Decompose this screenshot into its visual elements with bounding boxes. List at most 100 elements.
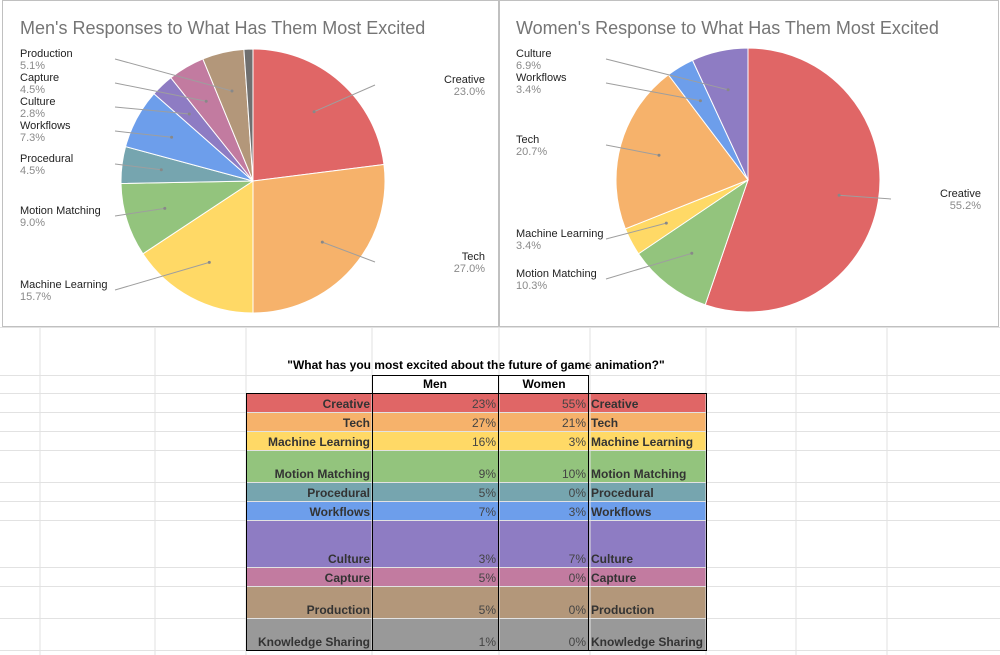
women-value: 10% (561, 467, 586, 481)
women-label-creative: Creative (940, 188, 981, 200)
women-leader-machine-learning (605, 222, 667, 240)
men-pct-production: 5.1% (20, 60, 45, 72)
header-men: Men (423, 377, 447, 391)
women-value: 55% (561, 397, 586, 411)
men-leader-production (114, 58, 233, 92)
men-leader-dot-machine-learning (207, 260, 211, 264)
women-chart-title: Women's Response to What Has Them Most E… (516, 18, 939, 38)
men-leader-motion-matching (114, 207, 165, 217)
table-row: Motion Matching 9% 10% Motion Matching (246, 450, 706, 482)
women-value: 7% (568, 552, 586, 566)
men-label-production: Production (20, 48, 73, 60)
row-label: Workflows (309, 505, 370, 519)
men-leader-dot-procedural (159, 168, 163, 172)
men-pct-culture: 2.8% (20, 108, 45, 120)
women-value: 21% (561, 416, 586, 430)
women-leader-creative (839, 194, 892, 200)
women-leader-tech (605, 144, 660, 156)
men-leader-tech (322, 241, 376, 263)
women-pct-motion-matching: 10.3% (516, 280, 547, 292)
men-label-culture: Culture (20, 96, 55, 108)
table-row: Machine Learning 16% 3% Machine Learning (246, 431, 706, 450)
men-label-motion-matching: Motion Matching (20, 205, 101, 217)
women-leader-workflows (605, 82, 701, 102)
men-leader-workflows (114, 130, 172, 138)
men-value: 3% (478, 552, 496, 566)
men-slice-machine-learning (142, 180, 254, 314)
women-pct-tech: 20.7% (516, 146, 547, 158)
men-value: 5% (478, 603, 496, 617)
women-label-tech: Tech (516, 134, 539, 146)
women-value: 0% (568, 486, 586, 500)
men-leader-creative (313, 84, 376, 113)
table-row: Tech 27% 21% Tech (246, 412, 706, 431)
men-slices (120, 48, 386, 314)
women-pct-creative: 55.2% (950, 200, 981, 212)
table-row: Procedural 5% 0% Procedural (246, 482, 706, 501)
men-leader-dot-production (230, 89, 234, 93)
men-pct-machine-learning: 15.7% (20, 291, 51, 303)
women-leader-dot-creative (837, 193, 841, 197)
women-leader-dot-machine-learning (664, 221, 668, 225)
women-value: 0% (568, 635, 586, 649)
table-row: Culture 3% 7% Culture (246, 520, 706, 567)
men-label-capture: Capture (20, 72, 59, 84)
women-leader-dot-motion-matching (690, 251, 694, 255)
women-label-motion-matching: Motion Matching (516, 268, 597, 280)
men-leader-capture (114, 82, 207, 102)
men-slice-tech (252, 163, 386, 314)
women-leader-motion-matching (605, 252, 692, 280)
women-label-machine-learning: Machine Learning (516, 228, 603, 240)
men-label-workflows: Workflows (20, 120, 71, 132)
table-row: Creative 23% 55% Creative (246, 393, 706, 412)
women-leader-culture (605, 58, 729, 91)
men-leader-machine-learning (114, 261, 210, 291)
women-slice-culture (691, 47, 749, 181)
men-value: 27% (471, 416, 496, 430)
men-pct-procedural: 4.5% (20, 165, 45, 177)
men-value: 7% (478, 505, 496, 519)
women-value: 0% (568, 571, 586, 585)
men-leader-dot-motion-matching (163, 206, 167, 210)
row-label-right: Creative (591, 397, 639, 411)
men-label-tech: Tech (462, 251, 485, 263)
table-row: Capture 5% 0% Capture (246, 567, 706, 586)
men-leader-dot-capture (204, 99, 208, 103)
women-pie-svg: Women's Response to What Has Them Most E… (516, 18, 981, 313)
men-leader-dot-tech (320, 240, 324, 244)
table-row: Knowledge Sharing 1% 0% Knowledge Sharing (246, 618, 706, 650)
women-slice-tech (615, 74, 749, 230)
row-label: Culture (328, 552, 370, 566)
men-leader-dot-creative (312, 110, 316, 114)
men-pie-svg: Men's Responses to What Has Them Most Ex… (20, 18, 485, 314)
men-value: 5% (478, 571, 496, 585)
row-label: Tech (342, 416, 370, 430)
men-pct-creative: 23.0% (454, 86, 485, 98)
men-pie-chart: Men's Responses to What Has Them Most Ex… (2, 0, 499, 327)
men-leader-culture (114, 106, 190, 115)
spreadsheet-area: "What has you most excited about the fut… (0, 327, 1000, 655)
women-leader-dot-tech (657, 153, 661, 157)
women-value: 3% (568, 505, 586, 519)
women-value: 3% (568, 435, 586, 449)
row-label: Capture (324, 571, 370, 585)
men-pct-tech: 27.0% (454, 263, 485, 275)
men-pct-motion-matching: 9.0% (20, 217, 45, 229)
row-label-right: Motion Matching (591, 467, 687, 481)
row-label-right: Production (591, 603, 655, 617)
women-pct-culture: 6.9% (516, 60, 541, 72)
men-slice-knowledge-sharing (243, 48, 254, 182)
row-label: Knowledge Sharing (257, 635, 370, 649)
women-pct-workflows: 3.4% (516, 84, 541, 96)
row-label-right: Knowledge Sharing (591, 635, 704, 649)
women-leader-dot-culture (726, 88, 730, 92)
men-pct-capture: 4.5% (20, 84, 45, 96)
row-label: Motion Matching (274, 467, 370, 481)
row-label-right: Capture (591, 571, 637, 585)
men-label-machine-learning: Machine Learning (20, 279, 107, 291)
men-label-creative: Creative (444, 74, 485, 86)
men-value: 9% (478, 467, 496, 481)
women-label-culture: Culture (516, 48, 551, 60)
header-women: Women (522, 377, 566, 391)
